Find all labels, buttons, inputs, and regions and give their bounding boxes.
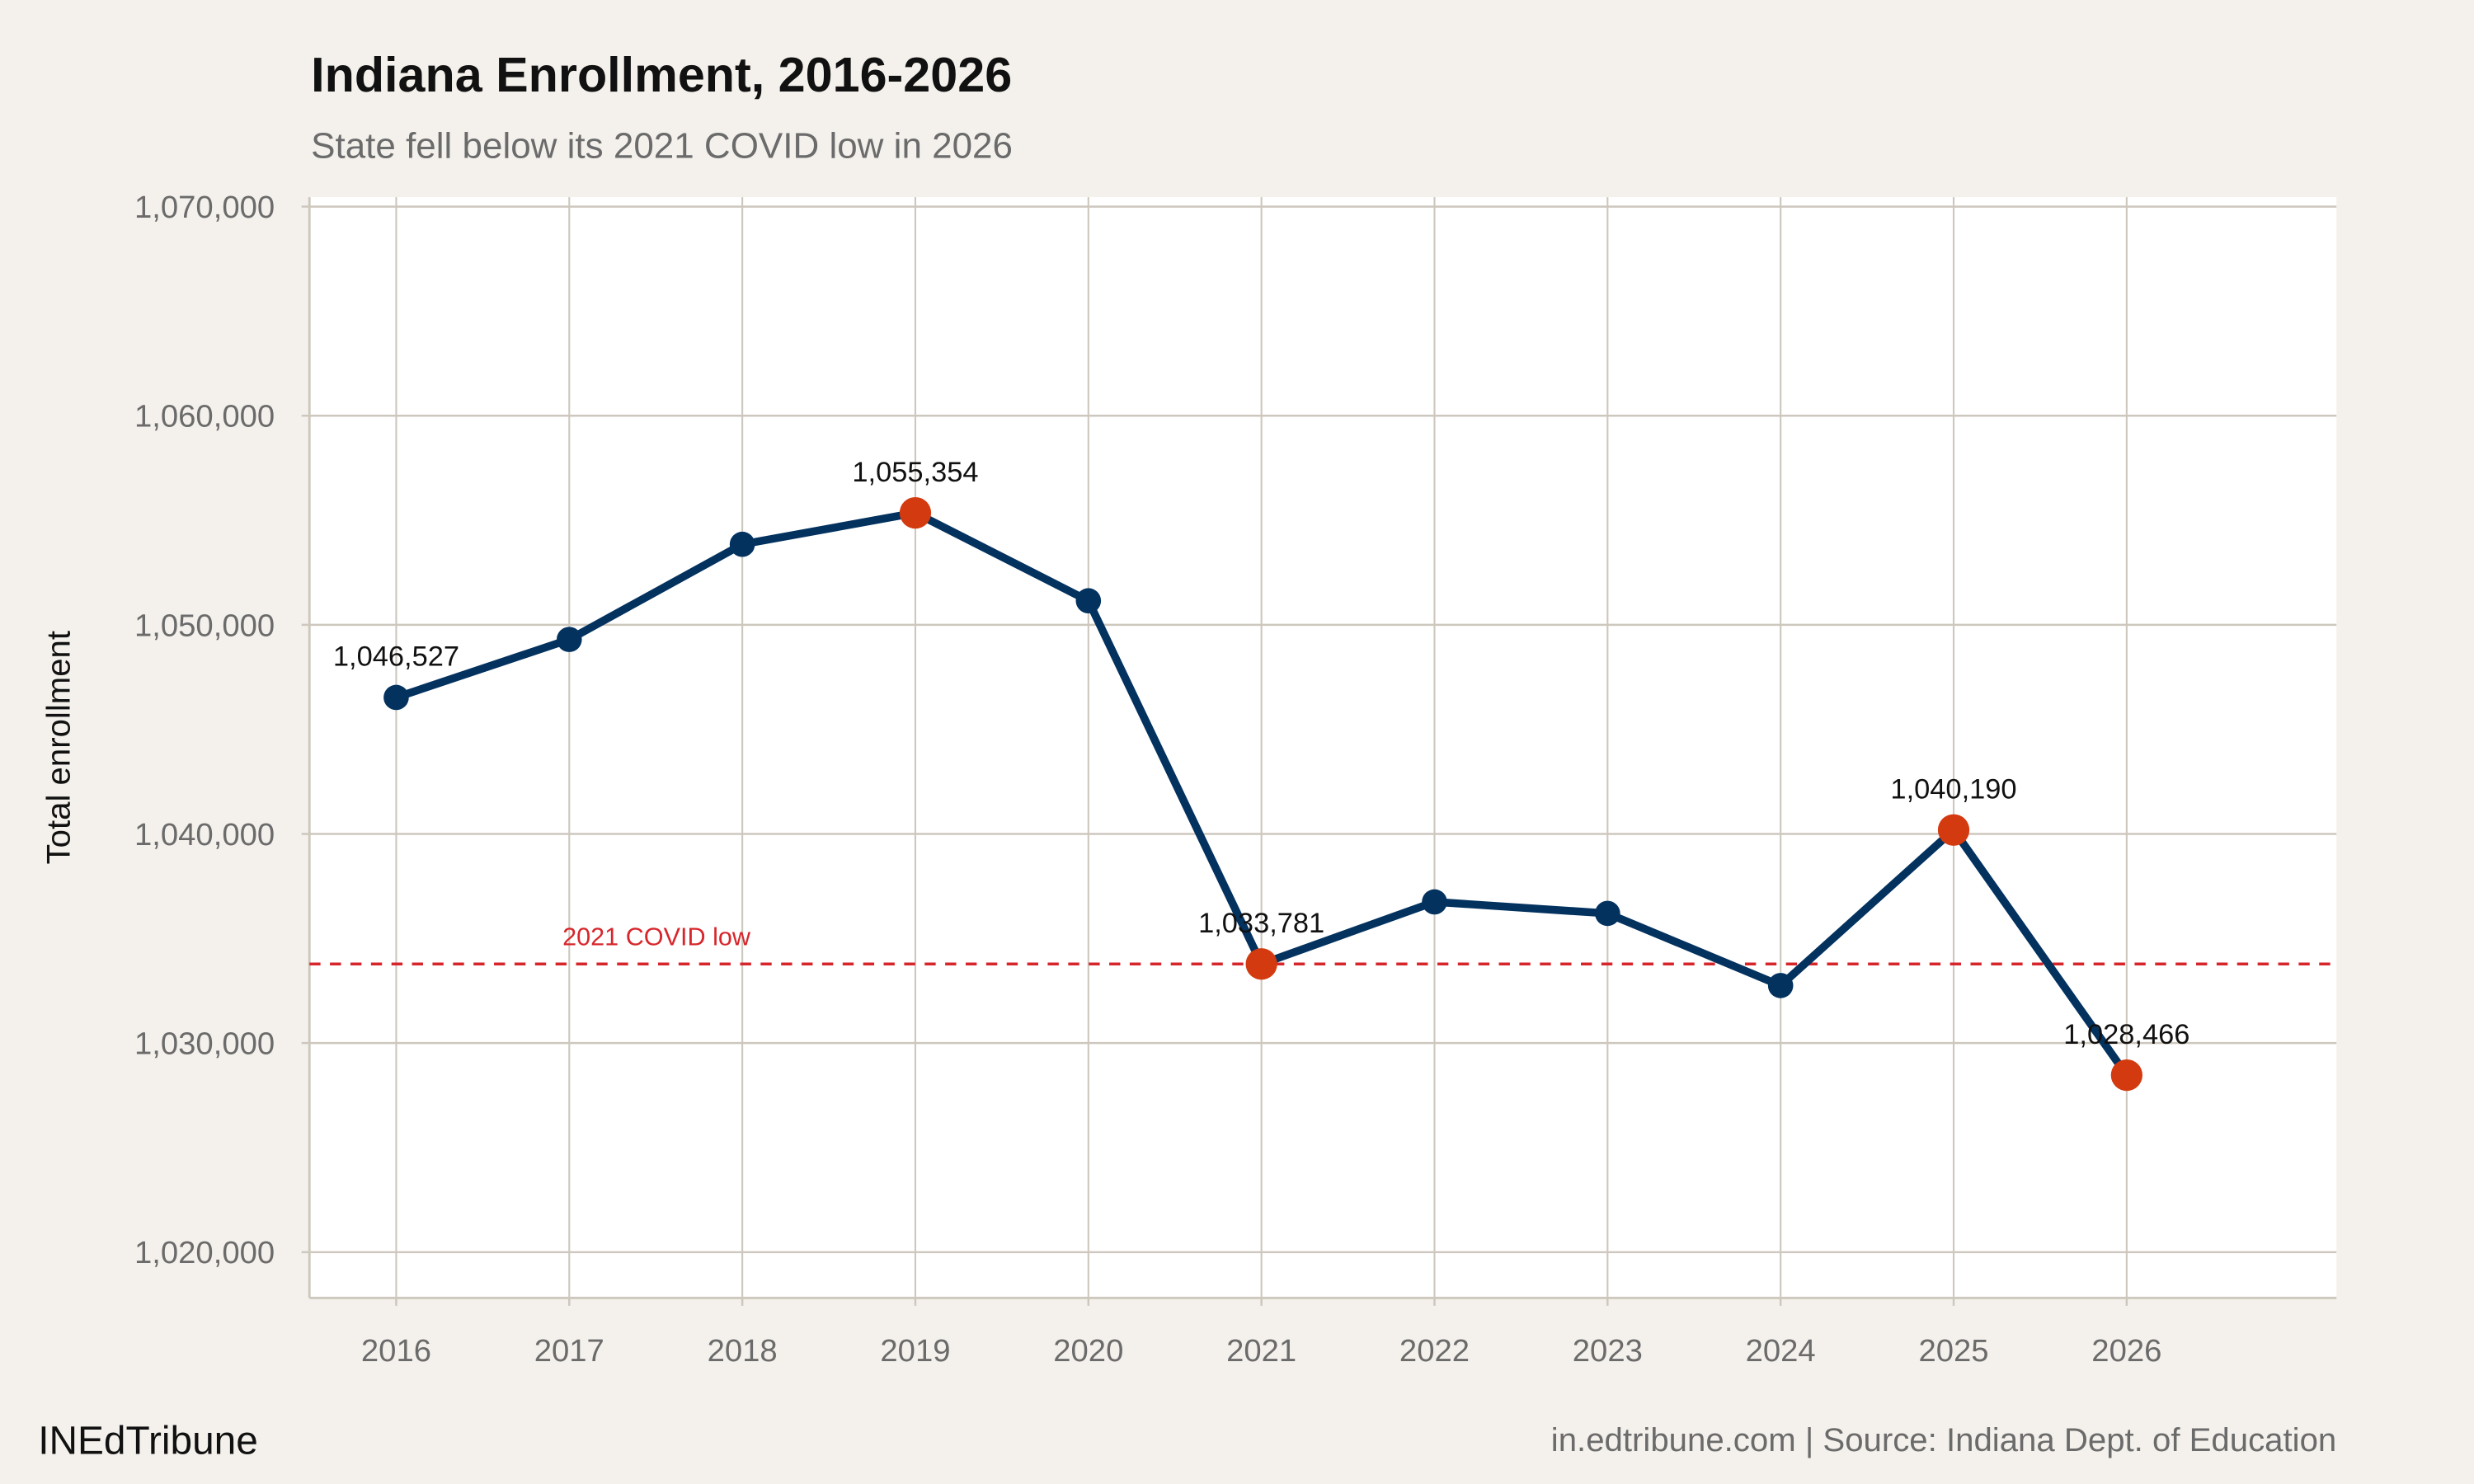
- data-label: 1,028,466: [2063, 1019, 2189, 1050]
- series-group: [383, 496, 2142, 1092]
- x-tick-label: 2023: [1573, 1333, 1643, 1369]
- data-label: 1,033,781: [1198, 908, 1324, 939]
- plot-panel: [309, 197, 2337, 1298]
- highlight-point: [1245, 948, 1277, 980]
- x-tick-label: 2018: [708, 1333, 778, 1369]
- highlight-point: [899, 496, 932, 529]
- data-point: [1595, 900, 1620, 927]
- data-point: [1075, 588, 1102, 614]
- reference-line-group: 2021 COVID low: [309, 923, 2337, 965]
- y-tick-label: 1,060,000: [134, 399, 275, 434]
- x-tick-label: 2019: [880, 1333, 950, 1369]
- y-axis-label: Total enrollment: [40, 631, 77, 864]
- x-tick-label: 2024: [1746, 1333, 1816, 1369]
- data-point: [556, 627, 582, 652]
- x-tick-label: 2021: [1226, 1333, 1296, 1369]
- data-label: 1,055,354: [852, 457, 978, 488]
- y-tick-label: 1,070,000: [134, 190, 275, 225]
- x-tick-label: 2016: [361, 1333, 431, 1369]
- footer-brand: INEdTribune: [38, 1420, 258, 1463]
- highlight-point: [2110, 1059, 2142, 1092]
- highlight-point: [1937, 814, 1970, 846]
- data-point: [1767, 973, 1794, 998]
- data-labels: 1,046,527 1,055,354 1,033,781 1,040,190 1,02…: [333, 457, 2190, 1050]
- chart-title: Indiana Enrollment, 2016-2026: [311, 47, 1012, 102]
- footer-source: in.edtribune.com | Source: Indiana Dept.…: [1551, 1421, 2336, 1458]
- data-label: 1,046,527: [333, 641, 459, 673]
- data-point: [1422, 889, 1447, 915]
- data-point: [729, 531, 755, 557]
- x-tick-label: 2020: [1053, 1333, 1123, 1369]
- data-label: 1,040,190: [1890, 773, 2016, 805]
- x-tick-label: 2026: [2091, 1333, 2161, 1369]
- data-point: [383, 684, 409, 711]
- x-tick-label: 2017: [534, 1333, 604, 1369]
- y-tick-label: 1,020,000: [134, 1235, 275, 1270]
- x-tick-label: 2025: [1918, 1333, 1988, 1369]
- y-tick-label: 1,050,000: [134, 608, 275, 643]
- chart-subtitle: State fell below its 2021 COVID low in 2…: [311, 125, 1013, 166]
- y-tick-label: 1,040,000: [134, 817, 275, 852]
- y-tick-label: 1,030,000: [134, 1026, 275, 1062]
- grid: [309, 197, 2337, 1298]
- axes: 1,020,000 1,030,000 1,040,000 1,050,000 1,06…: [134, 190, 2337, 1369]
- reference-line-label: 2021 COVID low: [562, 923, 751, 951]
- x-tick-label: 2022: [1399, 1333, 1470, 1369]
